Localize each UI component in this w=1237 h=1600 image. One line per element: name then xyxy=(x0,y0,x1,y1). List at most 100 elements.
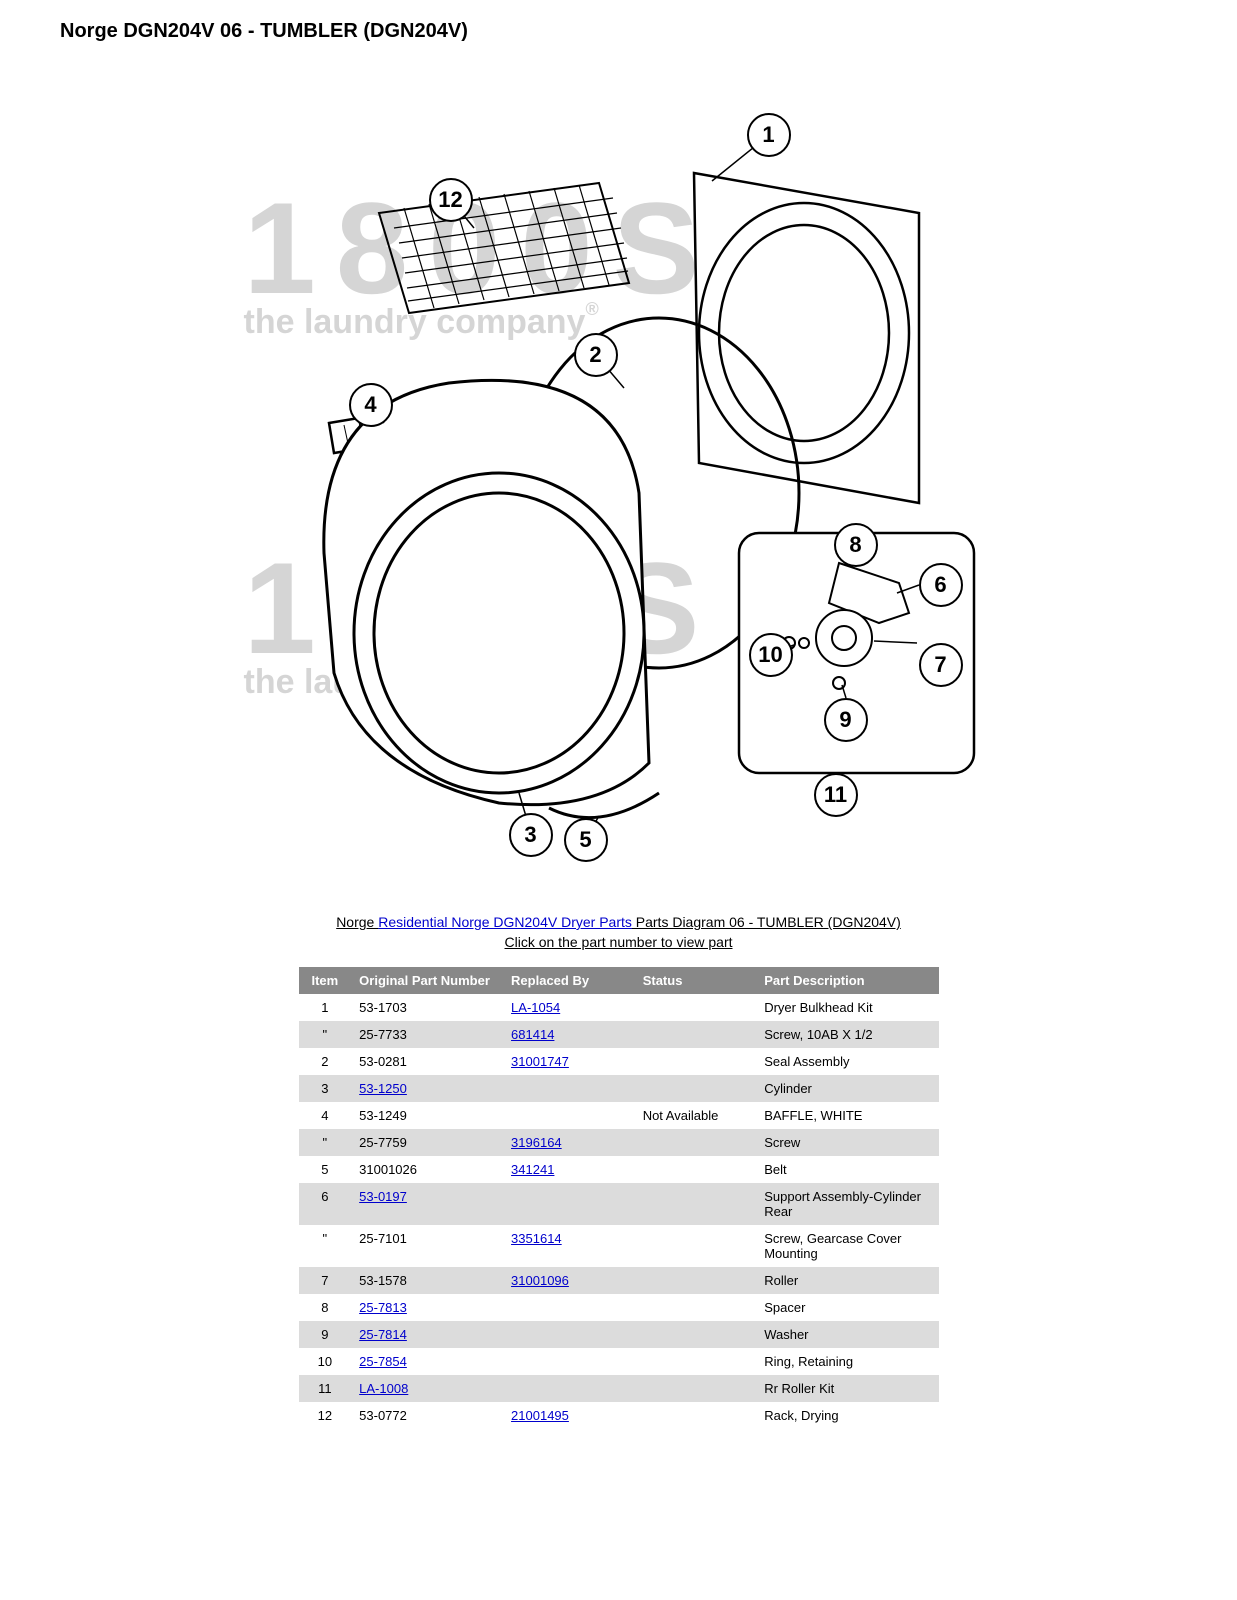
cell-status xyxy=(635,1021,757,1048)
cell-item: 4 xyxy=(299,1102,352,1129)
table-row: 925-7814Washer xyxy=(299,1321,939,1348)
cell-orig: 25-7854 xyxy=(351,1348,503,1375)
cell-repl: 21001495 xyxy=(503,1402,635,1429)
table-row: 825-7813Spacer xyxy=(299,1294,939,1321)
cell-item: 12 xyxy=(299,1402,352,1429)
cell-repl xyxy=(503,1294,635,1321)
cell-desc: Ring, Retaining xyxy=(756,1348,938,1375)
cell-status xyxy=(635,1294,757,1321)
callout-9: 9 xyxy=(824,698,868,742)
cell-desc: Screw, Gearcase Cover Mounting xyxy=(756,1225,938,1267)
cell-desc: Support Assembly-Cylinder Rear xyxy=(756,1183,938,1225)
part-link[interactable]: 681414 xyxy=(511,1027,554,1042)
table-row: 153-1703 LA-1054 Dryer Bulkhead Kit xyxy=(299,994,939,1021)
diagram-container: 1800S the laundry company® 1800S the lau… xyxy=(60,73,1177,893)
cell-repl: 3351614 xyxy=(503,1225,635,1267)
callout-11: 11 xyxy=(814,773,858,817)
cell-status xyxy=(635,1321,757,1348)
table-row: 653-0197Support Assembly-Cylinder Rear xyxy=(299,1183,939,1225)
cell-repl xyxy=(503,1375,635,1402)
parts-table: Item Original Part Number Replaced By St… xyxy=(299,967,939,1429)
cell-orig: 53-0772 xyxy=(351,1402,503,1429)
callout-5: 5 xyxy=(564,818,608,862)
callout-12: 12 xyxy=(429,178,473,222)
cell-status xyxy=(635,1183,757,1225)
cell-status xyxy=(635,1348,757,1375)
cell-status xyxy=(635,1267,757,1294)
table-row: "25-7733681414Screw, 10AB X 1/2 xyxy=(299,1021,939,1048)
cell-desc: Roller xyxy=(756,1267,938,1294)
part-link[interactable]: 31001747 xyxy=(511,1054,569,1069)
part-link[interactable]: 3351614 xyxy=(511,1231,562,1246)
exploded-diagram: 1800S the laundry company® 1800S the lau… xyxy=(219,73,1019,893)
cell-orig: 25-7759 xyxy=(351,1129,503,1156)
cell-orig: 25-7813 xyxy=(351,1294,503,1321)
part-link[interactable]: 25-7854 xyxy=(359,1354,407,1369)
cell-item: 2 xyxy=(299,1048,352,1075)
cell-item: 1 xyxy=(299,994,352,1021)
cell-item: " xyxy=(299,1021,352,1048)
cell-orig: 25-7733 xyxy=(351,1021,503,1048)
part-link[interactable]: 25-7814 xyxy=(359,1327,407,1342)
part-link[interactable]: LA-1008 xyxy=(359,1381,408,1396)
table-row: 453-1249 Not AvailableBAFFLE, WHITE xyxy=(299,1102,939,1129)
cell-orig: 25-7814 xyxy=(351,1321,503,1348)
table-row: 1025-7854Ring, Retaining xyxy=(299,1348,939,1375)
cell-item: " xyxy=(299,1225,352,1267)
part-link[interactable]: 341241 xyxy=(511,1162,554,1177)
part-link[interactable]: 25-7813 xyxy=(359,1300,407,1315)
cell-desc: Spacer xyxy=(756,1294,938,1321)
cell-desc: BAFFLE, WHITE xyxy=(756,1102,938,1129)
cell-status: Not Available xyxy=(635,1102,757,1129)
cell-repl: 681414 xyxy=(503,1021,635,1048)
cell-status xyxy=(635,1075,757,1102)
cell-orig: 53-1249 xyxy=(351,1102,503,1129)
cell-item: 7 xyxy=(299,1267,352,1294)
cell-status xyxy=(635,1156,757,1183)
table-row: "25-77593196164Screw xyxy=(299,1129,939,1156)
cell-item: 9 xyxy=(299,1321,352,1348)
part-link[interactable]: 53-0197 xyxy=(359,1189,407,1204)
cell-repl: 341241 xyxy=(503,1156,635,1183)
th-status: Status xyxy=(635,967,757,994)
part-link[interactable]: 3196164 xyxy=(511,1135,562,1150)
cell-status xyxy=(635,1375,757,1402)
cell-orig: 53-1578 xyxy=(351,1267,503,1294)
page-title: Norge DGN204V 06 - TUMBLER (DGN204V) xyxy=(60,20,1177,43)
cell-desc: Rack, Drying xyxy=(756,1402,938,1429)
part-link[interactable]: 53-1250 xyxy=(359,1081,407,1096)
table-row: 1253-0772 21001495 Rack, Drying xyxy=(299,1402,939,1429)
cell-repl xyxy=(503,1102,635,1129)
table-header-row: Item Original Part Number Replaced By St… xyxy=(299,967,939,994)
cell-orig: 31001026 xyxy=(351,1156,503,1183)
callout-2: 2 xyxy=(574,333,618,377)
cell-status xyxy=(635,1225,757,1267)
cell-item: 11 xyxy=(299,1375,352,1402)
cell-repl xyxy=(503,1075,635,1102)
part-link[interactable]: LA-1054 xyxy=(511,1000,560,1015)
th-desc: Part Description xyxy=(756,967,938,994)
cell-status xyxy=(635,1129,757,1156)
part-link[interactable]: 31001096 xyxy=(511,1273,569,1288)
th-item: Item xyxy=(299,967,352,994)
cell-repl xyxy=(503,1321,635,1348)
table-row: 3 53-1250 Cylinder xyxy=(299,1075,939,1102)
cell-item: 3 xyxy=(299,1075,352,1102)
caption-link[interactable]: Residential Norge DGN204V Dryer Parts xyxy=(378,914,632,930)
table-row: 11LA-1008Rr Roller Kit xyxy=(299,1375,939,1402)
cell-orig: 53-1703 xyxy=(351,994,503,1021)
cell-desc: Dryer Bulkhead Kit xyxy=(756,994,938,1021)
callout-4: 4 xyxy=(349,383,393,427)
part-link[interactable]: 21001495 xyxy=(511,1408,569,1423)
cell-orig: 53-0281 xyxy=(351,1048,503,1075)
cell-status xyxy=(635,1402,757,1429)
table-row: "25-71013351614Screw, Gearcase Cover Mou… xyxy=(299,1225,939,1267)
callout-1: 1 xyxy=(747,113,791,157)
cell-item: 5 xyxy=(299,1156,352,1183)
cell-orig: LA-1008 xyxy=(351,1375,503,1402)
cell-desc: Screw xyxy=(756,1129,938,1156)
table-row: 253-028131001747Seal Assembly xyxy=(299,1048,939,1075)
cell-repl: LA-1054 xyxy=(503,994,635,1021)
cell-desc: Cylinder xyxy=(756,1075,938,1102)
cell-orig: 53-1250 xyxy=(351,1075,503,1102)
